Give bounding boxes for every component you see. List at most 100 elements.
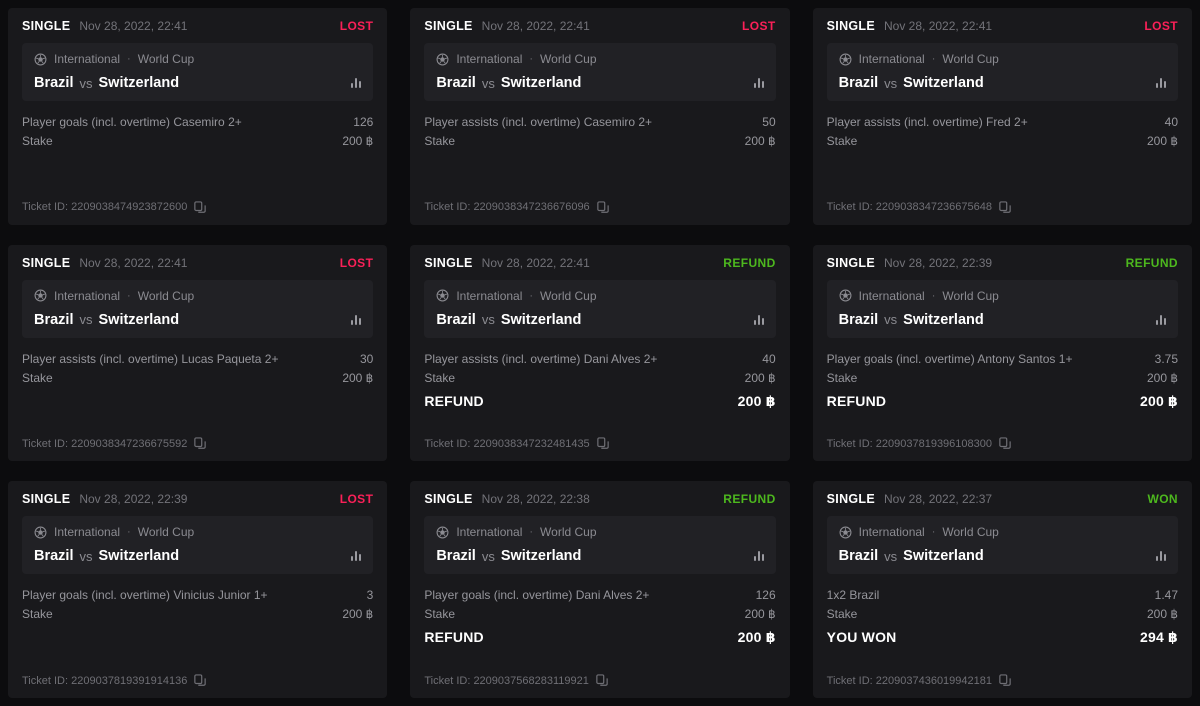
copy-icon <box>999 437 1011 450</box>
match-stats-icon[interactable] <box>1156 551 1166 562</box>
result-row: YOU WON 294 ฿ <box>827 629 1178 646</box>
away-team: Switzerland <box>98 75 180 91</box>
bet-details: Player assists (incl. overtime) Fred 2+ … <box>827 110 1178 148</box>
league-breadcrumb: International · World Cup <box>839 289 1166 303</box>
bet-datetime: Nov 28, 2022, 22:41 <box>481 255 590 270</box>
copy-ticket-id-button[interactable] <box>999 437 1011 450</box>
ticket-id-text: Ticket ID: 2209038347236676096 <box>424 201 589 213</box>
match-stats-icon[interactable] <box>753 314 764 325</box>
result-value: 200 ฿ <box>1140 392 1178 409</box>
teams-row: Brazil vs Switzerland <box>34 312 362 328</box>
away-team: Switzerland <box>500 311 582 328</box>
bet-type-label: SINGLE <box>424 255 473 270</box>
breadcrumb-separator: · <box>931 289 936 302</box>
bet-ticket-card: SINGLE Nov 28, 2022, 22:41 LOST Internat… <box>410 8 790 225</box>
match-stats-icon[interactable] <box>753 78 764 88</box>
bet-type-label: SINGLE <box>22 492 71 507</box>
ticket-footer: Ticket ID: 2209038347232481435 <box>424 437 609 450</box>
selection-label: Player assists (incl. overtime) Fred 2+ <box>826 115 1028 129</box>
result-label: REFUND <box>424 392 484 409</box>
match-stats-icon[interactable] <box>351 551 362 562</box>
tournament-label: World Cup <box>942 525 999 540</box>
copy-ticket-id-button[interactable] <box>999 200 1011 214</box>
copy-ticket-id-button[interactable] <box>194 437 207 450</box>
tournament-label: World Cup <box>137 52 195 66</box>
stake-value: 200 ฿ <box>1147 134 1178 148</box>
match-block: International · World Cup Brazil vs Swit… <box>826 279 1178 338</box>
category-label: International <box>456 52 523 66</box>
match-block: International · World Cup Brazil vs Swit… <box>424 43 776 101</box>
ticket-id-text: Ticket ID: 2209038474923872600 <box>22 201 187 213</box>
league-breadcrumb: International · World Cup <box>34 525 361 539</box>
breadcrumb-separator: · <box>529 53 534 65</box>
category-label: International <box>858 525 925 540</box>
copy-ticket-id-button[interactable] <box>194 674 207 687</box>
ticket-id-text: Ticket ID: 2209038347232481435 <box>424 438 589 450</box>
teams-row: Brazil vs Switzerland <box>34 548 362 564</box>
bet-type-label: SINGLE <box>826 492 875 507</box>
copy-ticket-id-button[interactable] <box>999 674 1011 687</box>
breadcrumb-separator: · <box>127 289 131 302</box>
selection-row: 1x2 Brazil 1.47 <box>827 588 1178 602</box>
ticket-footer: Ticket ID: 2209037568283119921 <box>424 674 608 687</box>
home-team: Brazil <box>34 75 74 91</box>
breadcrumb-separator: · <box>931 53 936 65</box>
match-block: International · World Cup Brazil vs Swit… <box>22 516 374 575</box>
result-row: REFUND 200 ฿ <box>424 393 775 410</box>
away-team: Switzerland <box>903 548 984 565</box>
stake-label: Stake <box>424 134 456 148</box>
bet-details: Player goals (incl. overtime) Dani Alves… <box>424 583 775 646</box>
card-header: SINGLE Nov 28, 2022, 22:41 LOST <box>827 18 1178 34</box>
home-team: Brazil <box>436 75 476 91</box>
stake-row: Stake 200 ฿ <box>424 371 775 385</box>
copy-icon <box>194 437 207 450</box>
copy-ticket-id-button[interactable] <box>596 437 609 450</box>
card-header: SINGLE Nov 28, 2022, 22:39 REFUND <box>827 255 1178 271</box>
status-badge: REFUND <box>1125 255 1178 270</box>
stake-value: 200 ฿ <box>744 370 776 385</box>
bet-ticket-card: SINGLE Nov 28, 2022, 22:41 LOST Internat… <box>812 8 1192 225</box>
selection-row: Player assists (incl. overtime) Dani Alv… <box>424 352 775 366</box>
league-breadcrumb: International · World Cup <box>34 289 361 303</box>
copy-ticket-id-button[interactable] <box>596 674 608 687</box>
match-stats-icon[interactable] <box>1156 314 1166 325</box>
copy-ticket-id-button[interactable] <box>596 200 609 214</box>
teams-row: Brazil vs Switzerland <box>436 75 764 91</box>
vs-label: vs <box>79 75 93 91</box>
selection-row: Player assists (incl. overtime) Lucas Pa… <box>22 352 373 366</box>
copy-ticket-id-button[interactable] <box>194 200 207 214</box>
copy-icon <box>194 200 207 213</box>
match-stats-icon[interactable] <box>1156 78 1166 88</box>
tournament-label: World Cup <box>942 288 999 303</box>
bet-details: Player assists (incl. overtime) Dani Alv… <box>424 347 775 410</box>
ticket-id-value: 2209038474923872600 <box>71 201 188 214</box>
vs-label: vs <box>884 312 898 328</box>
card-header: SINGLE Nov 28, 2022, 22:41 LOST <box>22 255 373 271</box>
category-label: International <box>54 288 121 303</box>
selection-label: Player goals (incl. overtime) Vinicius J… <box>22 588 268 603</box>
tournament-label: World Cup <box>137 288 195 303</box>
card-header: SINGLE Nov 28, 2022, 22:41 REFUND <box>424 255 775 271</box>
league-breadcrumb: International · World Cup <box>436 289 763 303</box>
ticket-id-prefix: Ticket ID: <box>424 437 471 450</box>
bet-ticket-card: SINGLE Nov 28, 2022, 22:37 WON Internati… <box>812 481 1192 698</box>
bet-datetime: Nov 28, 2022, 22:37 <box>884 492 993 507</box>
selection-label: Player assists (incl. overtime) Casemiro… <box>424 115 653 129</box>
category-label: International <box>456 525 523 540</box>
match-stats-icon[interactable] <box>753 551 764 562</box>
stake-value: 200 ฿ <box>342 607 374 622</box>
match-stats-icon[interactable] <box>351 314 362 325</box>
league-breadcrumb: International · World Cup <box>436 525 763 539</box>
vs-label: vs <box>481 75 495 91</box>
ticket-footer: Ticket ID: 2209037436019942181 <box>827 674 1011 687</box>
selection-row: Player goals (incl. overtime) Dani Alves… <box>424 588 775 602</box>
ticket-footer: Ticket ID: 2209038474923872600 <box>22 200 207 214</box>
ticket-id-prefix: Ticket ID: <box>424 201 471 214</box>
match-stats-icon[interactable] <box>351 78 362 88</box>
home-team: Brazil <box>838 75 879 91</box>
vs-label: vs <box>79 548 93 564</box>
ticket-id-text: Ticket ID: 2209037819396108300 <box>827 438 992 450</box>
bet-type-label: SINGLE <box>826 255 875 270</box>
ticket-id-value: 2209037819396108300 <box>875 437 993 450</box>
football-icon <box>34 53 47 66</box>
